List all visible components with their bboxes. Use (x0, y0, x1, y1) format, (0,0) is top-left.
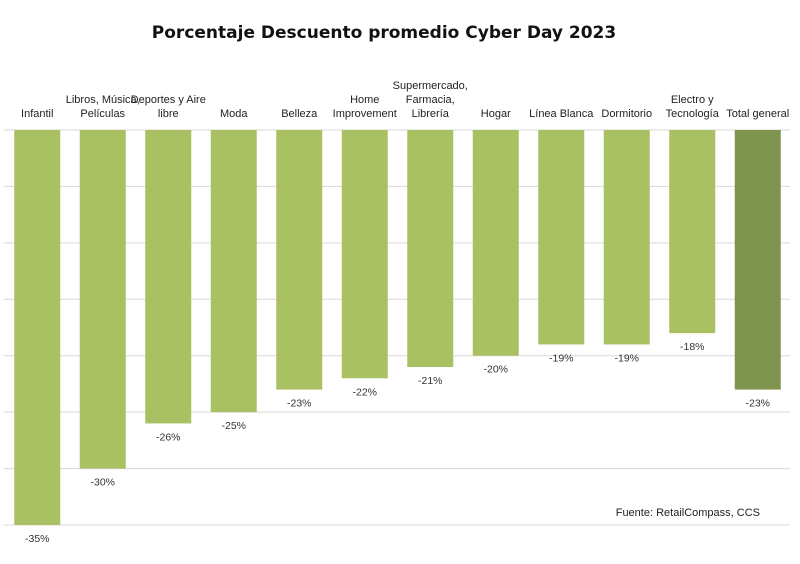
category-label: Total general (726, 108, 789, 120)
bar (407, 130, 454, 367)
category-label: Belleza (281, 108, 318, 120)
bar (276, 130, 323, 390)
category-label: Películas (80, 108, 125, 120)
bar (145, 130, 192, 424)
bar (734, 130, 781, 390)
bar (210, 130, 257, 413)
data-label: -25% (221, 420, 246, 432)
source-note: Fuente: RetailCompass, CCS (616, 507, 760, 519)
bar (669, 130, 716, 334)
bar (538, 130, 585, 345)
gridlines (4, 129, 790, 526)
bars (14, 130, 781, 525)
category-label: Tecnología (666, 108, 720, 120)
data-label: -19% (549, 352, 574, 364)
category-label: Improvement (333, 108, 397, 120)
category-label: libre (158, 108, 179, 120)
category-label: Electro y (671, 94, 714, 106)
data-label: -30% (90, 477, 115, 489)
category-label: Línea Blanca (529, 108, 594, 120)
bar (79, 130, 126, 469)
category-label: Farmacia, (406, 94, 455, 106)
data-label: -22% (352, 386, 377, 398)
category-label: Home (350, 94, 379, 106)
data-label: -19% (614, 352, 639, 364)
bar (341, 130, 388, 379)
bar (472, 130, 519, 356)
category-label: Hogar (481, 108, 511, 120)
data-label: -35% (25, 533, 50, 545)
data-label: -26% (156, 431, 181, 443)
data-labels: -35% -30% -26% -25% -23% -22% -21% -20% -19% -19%… (25, 341, 770, 545)
data-label: -23% (287, 398, 312, 410)
category-label: Infantil (21, 108, 53, 120)
category-label: Dormitorio (601, 108, 652, 120)
bar (603, 130, 650, 345)
bar (14, 130, 61, 525)
data-label: -21% (418, 375, 443, 387)
category-label: Librería (412, 108, 450, 120)
category-label: Moda (220, 108, 248, 120)
category-labels: Infantil Libros, Música, Películas Deportes… (21, 80, 789, 120)
data-label: -20% (483, 364, 508, 376)
chart-title: Porcentaje Descuento promedio Cyber Day … (152, 23, 616, 43)
data-label: -23% (745, 398, 770, 410)
category-label: Supermercado, (393, 80, 468, 92)
category-label: Deportes y Aire (131, 94, 206, 106)
data-label: -18% (680, 341, 705, 353)
category-label: Libros, Música, (66, 94, 140, 106)
